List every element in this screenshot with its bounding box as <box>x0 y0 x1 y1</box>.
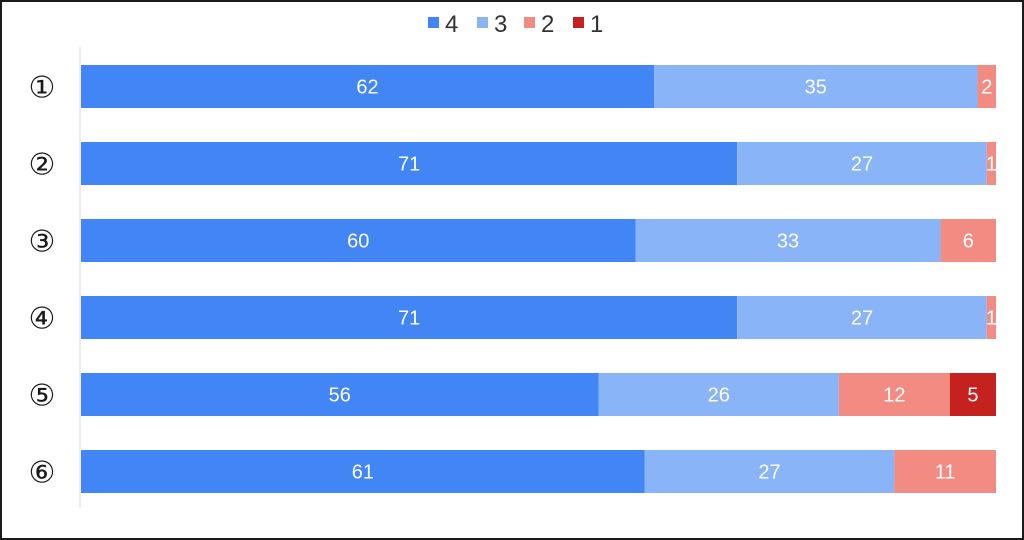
bar-segment-1 <box>949 373 996 416</box>
data-label: 12 <box>883 385 905 407</box>
bar-segment-4 <box>81 373 599 416</box>
legend-label-4: 4 <box>445 11 458 38</box>
bar-segment-3 <box>654 65 978 108</box>
legend-swatch-1 <box>573 17 584 28</box>
data-label: 62 <box>356 77 378 99</box>
bar-segment-3 <box>598 373 839 416</box>
data-label: 11 <box>935 462 956 484</box>
bar-segment-4 <box>81 65 655 108</box>
bar-segment-2 <box>977 65 996 108</box>
category-label: ⑤ <box>29 379 56 414</box>
data-label: 5 <box>967 385 978 407</box>
bar-segment-2 <box>940 219 996 262</box>
data-label: 33 <box>777 231 799 253</box>
bar-segment-4 <box>81 142 738 185</box>
legend-swatch-3 <box>477 17 488 28</box>
legend-swatch-2 <box>524 17 535 28</box>
bar-segment-3 <box>644 450 895 493</box>
bar-segment-3 <box>737 142 987 185</box>
category-label: ③ <box>29 225 56 260</box>
category-label: ⑥ <box>29 456 56 491</box>
data-label: 2 <box>981 77 992 99</box>
data-label: 27 <box>851 308 873 330</box>
bar-segment-4 <box>81 296 738 339</box>
bar-segment-2 <box>986 296 996 339</box>
category-label: ② <box>29 148 56 183</box>
bar-segment-3 <box>635 219 941 262</box>
data-label: 60 <box>347 231 369 253</box>
data-label: 6 <box>963 231 974 253</box>
category-label: ④ <box>29 302 56 337</box>
data-label: 26 <box>708 385 730 407</box>
data-label: 71 <box>398 154 420 176</box>
data-label: 1 <box>986 308 997 330</box>
category-label: ① <box>29 71 56 106</box>
data-label: 27 <box>758 462 780 484</box>
data-label: 61 <box>352 462 374 484</box>
bar-segment-3 <box>737 296 987 339</box>
category-labels: ① ② ③ ④ ⑤ ⑥ <box>29 71 56 491</box>
data-label: 27 <box>851 154 873 176</box>
bar-segment-2 <box>894 450 996 493</box>
legend-label-1: 1 <box>590 11 603 38</box>
bar-segment-4 <box>81 219 636 262</box>
data-label: 71 <box>398 308 420 330</box>
bar-segment-2 <box>986 142 996 185</box>
bar-segment-2 <box>838 373 950 416</box>
bar-segment-4 <box>81 450 645 493</box>
legend-label-3: 3 <box>494 11 507 38</box>
bars-group: 62 35 271 27 160 33 671 27 156 26 12 561 27 11 <box>81 65 997 493</box>
legend-label-2: 2 <box>541 11 554 38</box>
data-label: 56 <box>329 385 351 407</box>
legend-swatch-4 <box>428 17 439 28</box>
data-label: 35 <box>805 77 827 99</box>
legend: 4 3 2 1 <box>428 11 603 38</box>
data-label: 1 <box>986 154 997 176</box>
